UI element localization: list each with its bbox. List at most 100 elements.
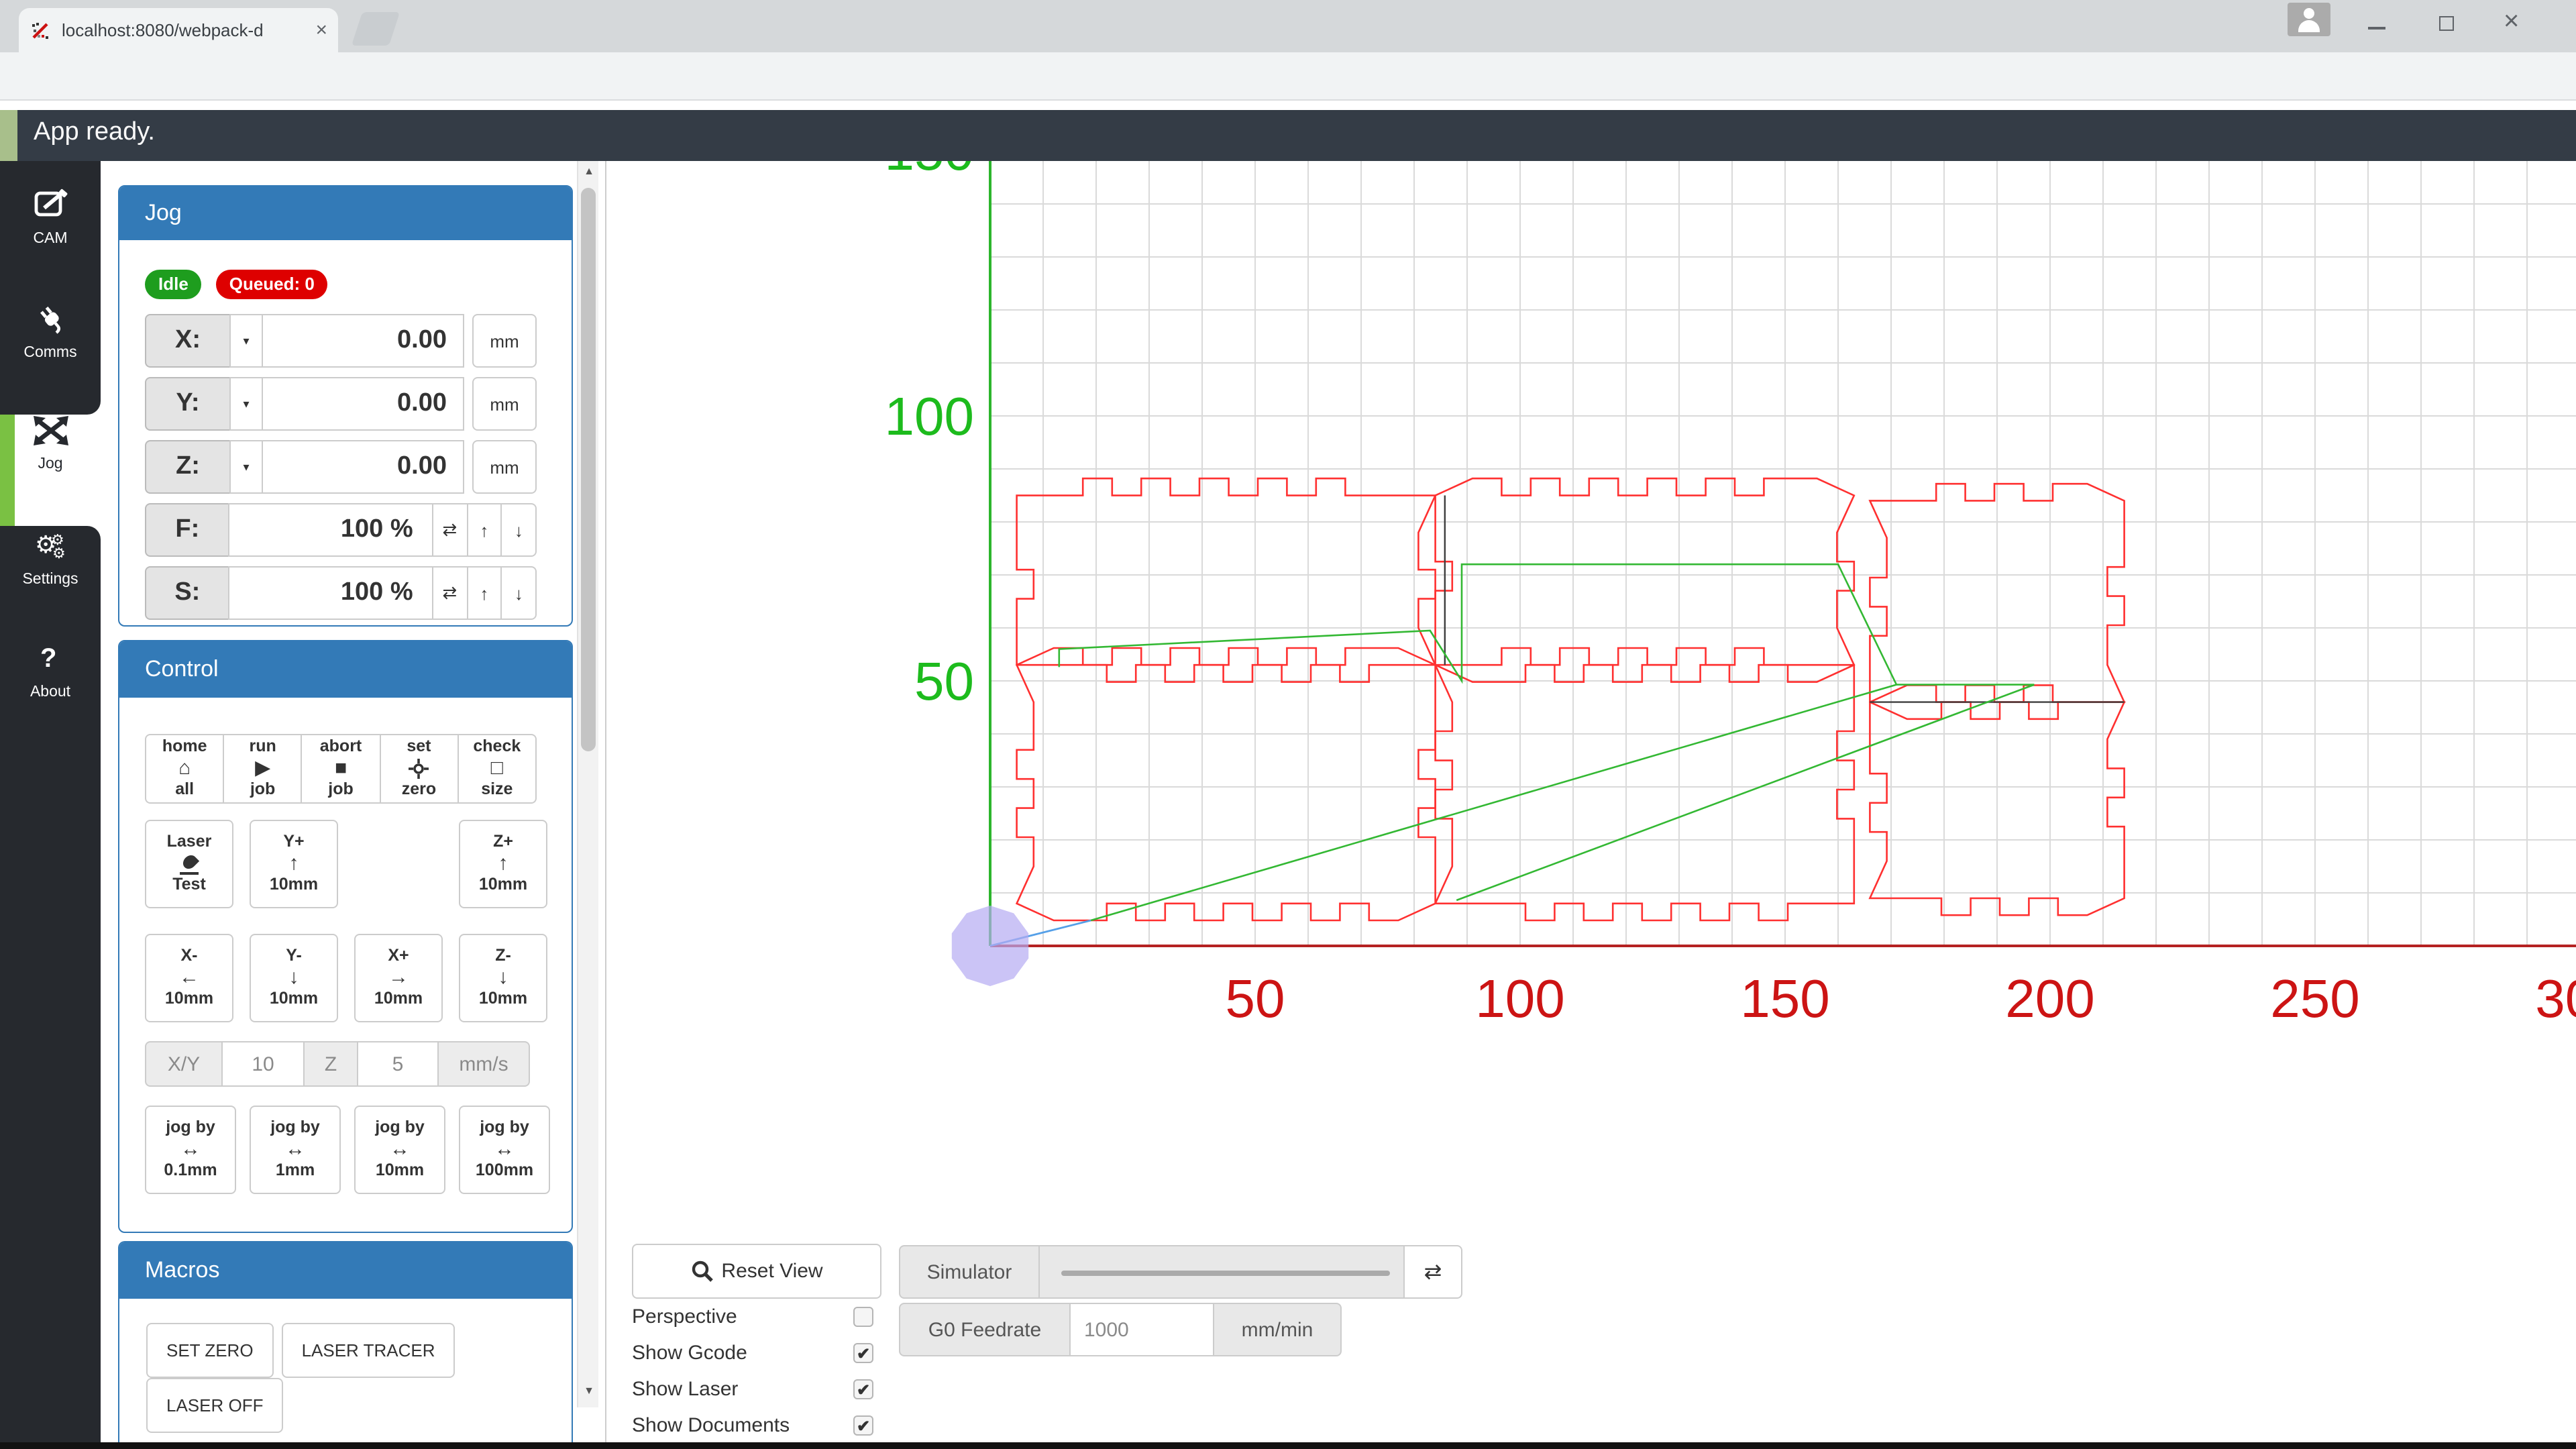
- macro-laser-off-button[interactable]: LASER OFF: [146, 1378, 284, 1433]
- Y-plus-button[interactable]: Y+ ↑ 10mm: [250, 820, 338, 908]
- checkbox-show-documents[interactable]: ✔: [853, 1415, 873, 1436]
- svg-text:50: 50: [914, 651, 974, 710]
- checkbox-perspective[interactable]: [853, 1307, 873, 1327]
- run-job-button[interactable]: run ▶ job: [223, 734, 303, 804]
- axis-unit-button[interactable]: mm: [472, 440, 537, 494]
- X-minus-button[interactable]: X- ← 10mm: [145, 934, 233, 1022]
- Laser-button[interactable]: Laser Test: [145, 820, 233, 908]
- axis-dropdown-caret[interactable]: ▾: [229, 440, 263, 494]
- svg-text:100: 100: [885, 386, 974, 445]
- override-value[interactable]: 100 %: [228, 503, 433, 557]
- button-icon: ↔: [494, 1137, 515, 1161]
- axis-position-value[interactable]: 0.00: [262, 314, 464, 368]
- window-restore-button[interactable]: [2439, 12, 2458, 31]
- button-icon: ↔: [285, 1137, 305, 1161]
- jog-by-10mm-button[interactable]: jog by ↔ 10mm: [354, 1106, 445, 1194]
- axis-position-value[interactable]: 0.00: [262, 440, 464, 494]
- speed-unit: mm/s: [437, 1041, 530, 1087]
- jog-by-1mm-button[interactable]: jog by ↔ 1mm: [250, 1106, 341, 1194]
- axis-row-y: Y: ▾ 0.00 mm: [145, 377, 537, 431]
- axis-dropdown-caret[interactable]: ▾: [229, 314, 263, 368]
- Z-plus-button[interactable]: Z+ ↑ 10mm: [459, 820, 547, 908]
- gcode-canvas-svg[interactable]: 50 100 150 200 250 300 50 100 150: [606, 160, 2576, 1449]
- override-up-button[interactable]: ↑: [466, 566, 502, 620]
- override-reset-button[interactable]: ⇄: [431, 503, 468, 557]
- window-minimize-button[interactable]: [2368, 27, 2385, 30]
- override-down-button[interactable]: ↓: [500, 566, 537, 620]
- home-all-button[interactable]: home ⌂ all: [145, 734, 225, 804]
- slider-rail[interactable]: [1061, 1271, 1390, 1276]
- axis-label: Y:: [145, 377, 231, 431]
- override-value[interactable]: 100 %: [228, 566, 433, 620]
- scroll-up-icon[interactable]: ▲: [584, 165, 594, 177]
- window-close-button[interactable]: ×: [2504, 7, 2520, 36]
- origin-marker: [951, 905, 1029, 985]
- control-row-up: Laser Test Y+ ↑ 10mm Z+ ↑ 10mm: [145, 820, 547, 908]
- jog-panel-header: Jog: [119, 186, 572, 240]
- jog-by-0.1mm-button[interactable]: jog by ↔ 0.1mm: [145, 1106, 236, 1194]
- svg-text:250: 250: [2270, 968, 2359, 1028]
- check-size-button[interactable]: check □ size: [457, 734, 537, 804]
- tab-close-icon[interactable]: ×: [315, 19, 327, 42]
- axis-dropdown-caret[interactable]: ▾: [229, 377, 263, 431]
- sidebar-item-about[interactable]: ? About: [0, 641, 101, 735]
- browser-tab[interactable]: localhost:8080/webpack-d ×: [19, 8, 338, 52]
- checkbox-show-laser[interactable]: ✔: [853, 1379, 873, 1399]
- axis-position-value[interactable]: 0.00: [262, 377, 464, 431]
- sidebar-item-settings[interactable]: ⚙ ⚙ ⚙ Settings: [0, 529, 101, 623]
- button-label-top: run: [249, 737, 276, 756]
- checkbox-show-gcode[interactable]: ✔: [853, 1343, 873, 1363]
- button-icon: ↓: [288, 965, 299, 989]
- jog-by-100mm-button[interactable]: jog by ↔ 100mm: [459, 1106, 550, 1194]
- magnifier-icon: [692, 1260, 713, 1282]
- macro-set-zero-button[interactable]: SET ZERO: [146, 1323, 274, 1378]
- control-panel: Control home ⌂ all run ▶ job abort ■ job set zero c…: [118, 640, 573, 1233]
- jog-speed-group: X/Y 10 Z 5 mm/s: [145, 1041, 537, 1087]
- scrollbar-thumb[interactable]: [581, 188, 596, 751]
- button-label-bottom: Test: [172, 875, 206, 894]
- button-icon: ⌂: [178, 756, 191, 780]
- new-tab-button[interactable]: [351, 12, 400, 46]
- profile-avatar[interactable]: [2288, 3, 2330, 36]
- simulator-step-button[interactable]: ⇄: [1403, 1245, 1462, 1299]
- reset-view-label: Reset View: [721, 1260, 823, 1283]
- macro-laser-tracer-button[interactable]: LASER TRACER: [281, 1323, 455, 1378]
- scroll-down-icon[interactable]: ▼: [584, 1385, 594, 1397]
- speed-z-label: Z: [303, 1041, 358, 1087]
- status-badge-queued: Queued: 0: [215, 270, 328, 299]
- speed-z-input[interactable]: 5: [357, 1041, 439, 1087]
- speed-xy-input[interactable]: 10: [221, 1041, 305, 1087]
- Y-minus-button[interactable]: Y- ↓ 10mm: [250, 934, 338, 1022]
- X-plus-button[interactable]: X+ → 10mm: [354, 934, 443, 1022]
- button-icon: ↑: [498, 851, 508, 875]
- svg-text:⚙: ⚙: [52, 545, 65, 561]
- simulator-slider[interactable]: [1038, 1245, 1405, 1299]
- button-label-bottom: size: [481, 780, 513, 799]
- gcode-viewport[interactable]: 50 100 150 200 250 300 50 100 150: [606, 160, 2576, 1449]
- button-icon: ↔: [180, 1137, 201, 1161]
- abort-job-button[interactable]: abort ■ job: [301, 734, 381, 804]
- override-up-button[interactable]: ↑: [466, 503, 502, 557]
- override-down-button[interactable]: ↓: [500, 503, 537, 557]
- svg-text:50: 50: [1226, 968, 1285, 1028]
- axis-unit-button[interactable]: mm: [472, 377, 537, 431]
- sidebar-item-jog[interactable]: Jog: [0, 416, 101, 510]
- bottom-black-strip: [0, 1442, 2576, 1449]
- flame-icon: [179, 852, 199, 872]
- macros-panel: Macros SET ZERO LASER TRACERLASER OFF: [118, 1241, 573, 1448]
- button-label-top: home: [162, 737, 207, 756]
- button-label-top: jog by: [375, 1118, 425, 1137]
- Z-minus-button[interactable]: Z- ↓ 10mm: [459, 934, 547, 1022]
- axis-unit-button[interactable]: mm: [472, 314, 537, 368]
- button-icon: ↓: [498, 965, 508, 989]
- button-icon: ←: [179, 965, 199, 989]
- feedrate-label: G0 Feedrate: [899, 1303, 1071, 1356]
- set-zero-button[interactable]: set zero: [379, 734, 459, 804]
- feedrate-input[interactable]: 1000: [1069, 1303, 1214, 1356]
- status-badge-idle: Idle: [145, 270, 202, 299]
- reset-view-button[interactable]: Reset View: [632, 1244, 881, 1299]
- sidebar-item-comms[interactable]: Comms: [0, 302, 101, 396]
- sidebar-item-cam[interactable]: CAM: [0, 188, 101, 282]
- override-reset-button[interactable]: ⇄: [431, 566, 468, 620]
- question-icon: ?: [36, 643, 65, 679]
